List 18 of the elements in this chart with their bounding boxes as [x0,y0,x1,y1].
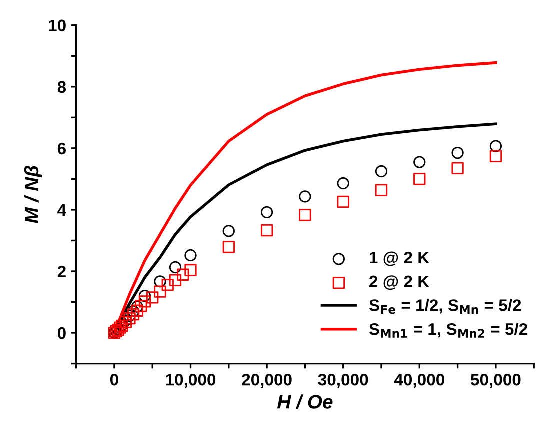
x-tick-label: 10,000 [166,374,216,388]
y-tick-label: 4 [58,204,66,216]
legend-label: 2 @ 2 K [370,276,430,290]
legend-label: 1 @ 2 K [370,252,430,266]
x-tick-label: 30,000 [318,374,368,388]
x-tick-label: 40,000 [394,374,444,388]
y-tick-label: 2 [58,266,66,278]
y-tick-label: 0 [58,327,66,340]
y-tick-label: 8 [58,81,66,94]
legend-label: S$_{Mn1}$ = 1, S$_{Mn2}$ = 5/2 [369,323,528,338]
x-axis-title: H / Oe [277,394,333,410]
x-tick-label: 0 [110,374,118,386]
x-tick-label: 50,000 [470,374,521,388]
y-axis-title: M / Nβ [24,166,42,224]
x-tick-label: 20,000 [242,374,292,388]
legend-label: S$_{Fe}$ = 1/2, S$_{Mn}$ = 5/2 [369,299,522,314]
y-tick-label: 6 [58,142,66,155]
y-tick-label: 10 [49,20,66,32]
